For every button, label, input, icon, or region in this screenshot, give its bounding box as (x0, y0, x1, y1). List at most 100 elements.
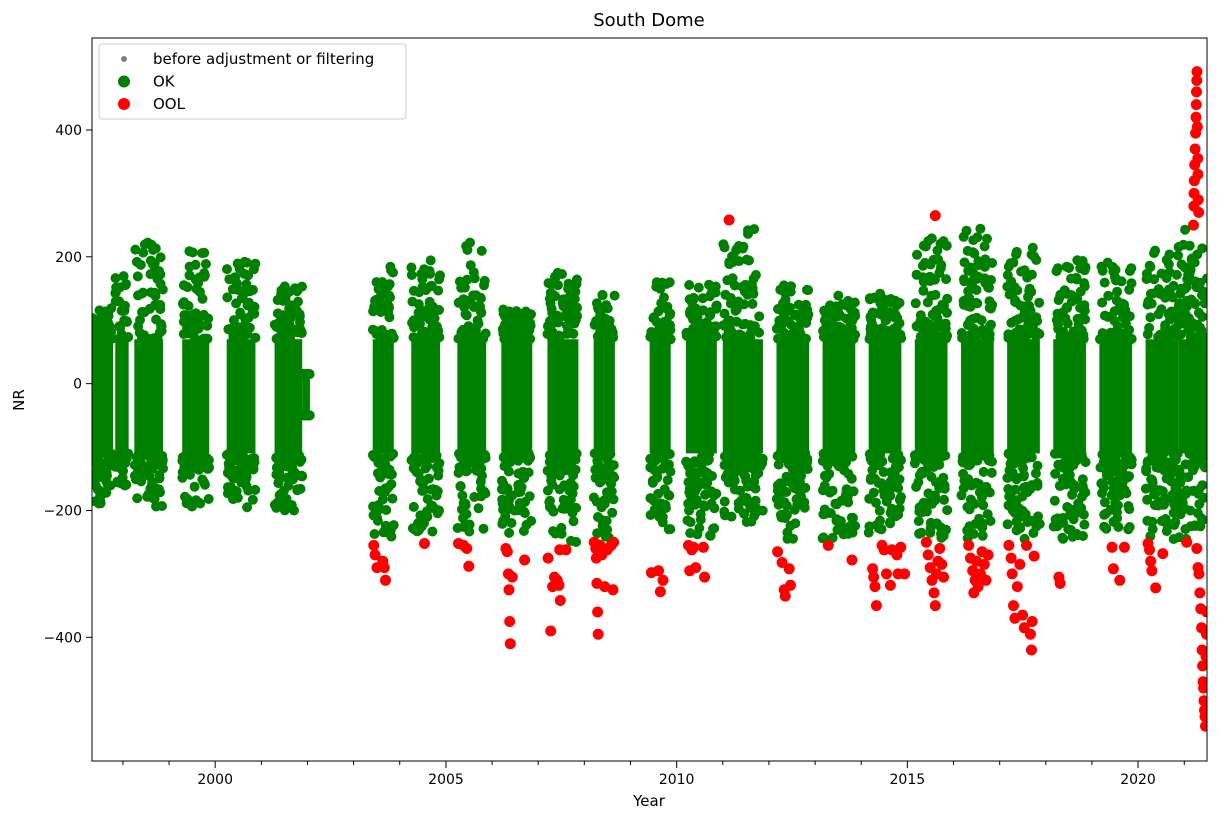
ok-point (236, 293, 247, 304)
ool-point (1194, 587, 1206, 599)
ool-point (592, 606, 604, 618)
ok-point (1141, 274, 1152, 284)
ok-point (591, 316, 602, 326)
ok-point (182, 464, 193, 475)
ok-point (1032, 460, 1043, 471)
ok-point (224, 451, 235, 461)
ok-point (665, 334, 676, 345)
ok-point (1011, 495, 1022, 506)
legend-marker (121, 56, 127, 62)
ok-point (132, 271, 143, 282)
ok-point (935, 263, 946, 274)
ool-point (1026, 616, 1038, 627)
ok-point (652, 472, 663, 483)
ok-point (746, 327, 757, 338)
ok-point (369, 301, 380, 312)
ok-point (1119, 460, 1130, 471)
ok-point (222, 264, 232, 275)
ok-point (422, 511, 433, 522)
ok-point (964, 317, 975, 328)
ool-point (1028, 550, 1040, 562)
ok-band-22 (1048, 255, 1091, 544)
ok-point (663, 459, 674, 470)
ok-point (982, 451, 993, 462)
ok-band-2 (129, 237, 168, 512)
ool-point (1191, 121, 1203, 133)
ok-point (1034, 297, 1045, 308)
ok-point (971, 312, 982, 323)
ok-point (923, 236, 934, 247)
ok-point (195, 320, 206, 331)
ok-point (371, 507, 382, 518)
ok-point (727, 251, 738, 262)
ok-point (1022, 517, 1033, 528)
ok-point (1126, 333, 1137, 344)
ok-point (1176, 329, 1186, 340)
ok-point (796, 498, 807, 509)
ok-point (963, 286, 974, 297)
ok-point (1197, 243, 1207, 254)
ok-point (113, 455, 124, 466)
ok-point (601, 515, 612, 526)
ok-point (1151, 462, 1162, 473)
ok-point (1030, 468, 1041, 479)
ok-point (1064, 503, 1075, 514)
ok-point (979, 241, 990, 252)
ok-point (925, 523, 936, 534)
ok-point (422, 448, 433, 459)
ok-point (926, 290, 937, 301)
ok-point (935, 238, 946, 249)
ool-point (868, 571, 880, 583)
ool-point (504, 638, 516, 650)
ok-point (1008, 471, 1019, 482)
ok-point (1078, 329, 1089, 340)
ok-point (846, 451, 857, 461)
ok-point (235, 463, 246, 474)
ok-point (846, 512, 857, 523)
ok-point (1034, 518, 1045, 529)
ool-point (785, 579, 796, 591)
ok-point (893, 483, 904, 493)
ool-point (1200, 720, 1207, 732)
ok-point (155, 278, 166, 289)
ool-point (545, 625, 557, 637)
ok-band-23 (1095, 257, 1137, 535)
ok-point (1121, 488, 1132, 499)
ok-point (287, 467, 298, 478)
ok-point (101, 467, 112, 478)
ok-point (663, 489, 674, 500)
ok-point (1176, 283, 1187, 294)
ok-band-core (1099, 339, 1133, 454)
ok-point (789, 309, 800, 320)
ool-point (368, 539, 380, 551)
ok-point (203, 494, 214, 504)
ok-point (414, 332, 424, 343)
ok-point (986, 467, 997, 478)
ok-point (1181, 488, 1192, 499)
ok-point (380, 485, 391, 496)
ok-band-core (547, 339, 579, 454)
y-tick-label: −200 (44, 503, 82, 519)
ok-point (458, 453, 468, 464)
ok-point (525, 452, 536, 463)
ok-point (98, 488, 108, 499)
ok-point (292, 484, 303, 495)
ok-point (706, 498, 717, 509)
ok-point (704, 291, 715, 302)
ok-point (972, 232, 983, 243)
ok-point (959, 257, 970, 268)
ok-point (937, 299, 948, 310)
ok-point (881, 480, 892, 491)
ool-point (822, 539, 834, 551)
ok-point (709, 523, 720, 534)
ok-point (457, 490, 468, 501)
ok-point (665, 320, 675, 331)
ok-point (278, 485, 289, 496)
ool-point (1192, 194, 1204, 206)
ok-point (416, 269, 427, 279)
ok-point (1099, 509, 1110, 520)
ok-point (1120, 452, 1131, 463)
ok-point (1107, 448, 1118, 459)
ok-point (1067, 531, 1078, 542)
ok-point (724, 452, 735, 463)
